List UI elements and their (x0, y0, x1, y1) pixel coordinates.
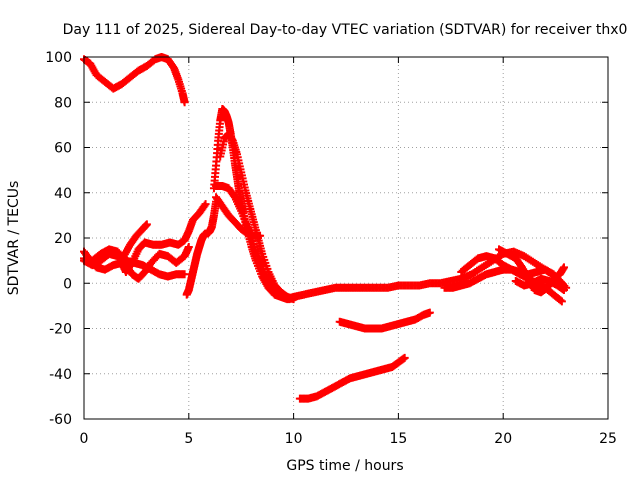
series-arc-1 (80, 53, 189, 107)
x-tick-label: 10 (285, 431, 303, 447)
y-tick-label: -60 (49, 412, 72, 428)
chart-title: Day 111 of 2025, Sidereal Day-to-day VTE… (63, 22, 628, 38)
series-arc-5 (119, 220, 151, 261)
data-point (425, 308, 434, 317)
data-point (184, 243, 193, 252)
data-point (559, 286, 568, 295)
series-arc-9 (212, 181, 300, 304)
series-arc-11 (335, 308, 434, 333)
y-axis-label: SDTVAR / TECUs (6, 181, 22, 296)
series-arc-15 (495, 245, 568, 297)
y-tick-label: -20 (49, 322, 72, 338)
y-tick-label: 0 (63, 276, 72, 292)
data-point (180, 98, 189, 107)
y-tick-label: -40 (49, 367, 72, 383)
series-arc-4 (80, 243, 193, 283)
y-tick-label: 40 (54, 186, 72, 202)
data-point (200, 201, 209, 210)
data-point (142, 220, 151, 229)
axis-ticks: 0 5 10 15 20 25 -60 -40 -20 0 20 40 60 80 100 (45, 50, 617, 447)
data-point (180, 270, 189, 279)
y-tick-label: 60 (54, 141, 72, 157)
series-arc-16 (511, 274, 568, 295)
data-point (256, 231, 265, 240)
x-tick-label: 25 (599, 431, 617, 447)
data-points (80, 53, 571, 403)
series-arc-12 (295, 353, 409, 403)
y-tick-label: 80 (54, 95, 72, 111)
y-tick-label: 20 (54, 231, 72, 247)
series-arc-6 (182, 197, 221, 299)
y-tick-label: 100 (45, 50, 72, 66)
series-arc-10 (212, 193, 265, 240)
data-point (201, 200, 210, 209)
data-point (559, 263, 568, 272)
x-axis-label: GPS time / hours (286, 458, 403, 474)
data-point (557, 297, 566, 306)
x-tick-label: 15 (389, 431, 407, 447)
x-tick-label: 0 (80, 431, 89, 447)
x-tick-label: 5 (184, 431, 193, 447)
x-tick-label: 20 (494, 431, 512, 447)
data-point (291, 292, 300, 301)
data-point (400, 353, 409, 362)
data-point (556, 296, 565, 305)
